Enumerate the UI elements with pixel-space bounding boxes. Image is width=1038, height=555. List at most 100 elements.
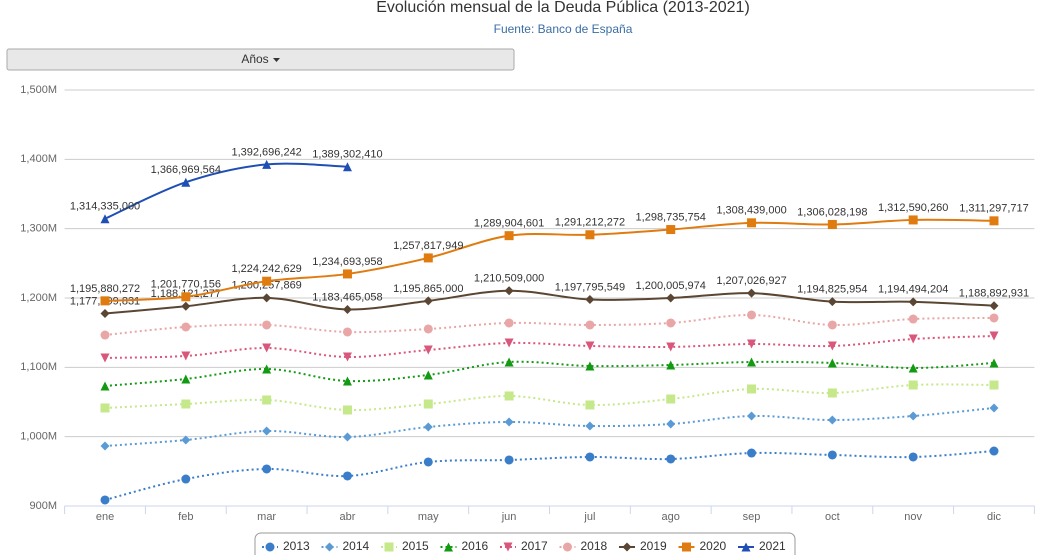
marker <box>989 313 999 323</box>
marker <box>585 452 595 462</box>
series-line <box>104 334 995 359</box>
series-line <box>104 406 995 448</box>
marker <box>504 357 514 367</box>
marker <box>504 231 514 241</box>
series-line <box>104 313 995 337</box>
data-label: 1,234,693,958 <box>312 256 382 268</box>
data-label: 1,311,297,717 <box>959 203 1029 215</box>
y-tick-label: 1,000M <box>20 431 57 443</box>
marker <box>262 320 272 330</box>
marker <box>444 542 453 552</box>
marker <box>262 276 272 286</box>
marker <box>585 421 595 431</box>
marker <box>100 403 110 413</box>
marker <box>342 327 352 337</box>
x-tick-label: sep <box>743 511 761 523</box>
marker <box>181 374 191 384</box>
data-label: 1,392,696,242 <box>231 146 301 158</box>
legend-label: 2016 <box>462 539 489 553</box>
marker <box>585 400 595 410</box>
marker <box>262 395 272 405</box>
marker <box>989 446 999 456</box>
marker <box>989 380 999 390</box>
years-dropdown[interactable]: Años <box>6 48 515 71</box>
legend-label: 2014 <box>343 539 370 553</box>
y-tick-label: 1,300M <box>20 223 57 235</box>
marker <box>585 361 595 371</box>
marker <box>666 225 676 235</box>
marker <box>504 318 514 328</box>
marker <box>423 457 433 467</box>
button-bg <box>6 48 515 71</box>
data-label: 1,195,865,000 <box>393 283 463 295</box>
x-tick-label: may <box>418 511 439 523</box>
marker <box>908 297 918 307</box>
legend-label: 2013 <box>283 539 310 553</box>
data-label: 1,308,439,000 <box>716 205 786 217</box>
marker <box>342 432 352 442</box>
marker <box>666 342 676 352</box>
marker <box>100 441 110 451</box>
marker <box>827 450 837 460</box>
legend-item[interactable]: 2018 <box>559 539 608 553</box>
y-tick-label: 900M <box>29 500 57 512</box>
x-tick-label: oct <box>825 511 840 523</box>
marker <box>666 360 676 370</box>
x-tick-label: abr <box>340 511 356 523</box>
marker <box>100 330 110 340</box>
marker <box>325 542 334 552</box>
y-tick-label: 1,100M <box>20 361 57 373</box>
marker <box>666 419 676 429</box>
x-tick-label: nov <box>904 511 922 523</box>
data-label: 1,306,028,198 <box>797 206 867 218</box>
legend-label: 2019 <box>640 539 667 553</box>
y-tick-label: 1,500M <box>20 84 57 96</box>
marker <box>908 452 918 462</box>
legend-item[interactable]: 2015 <box>381 539 429 553</box>
legend-item[interactable]: 2016 <box>440 539 489 553</box>
legend-label: 2020 <box>700 539 727 553</box>
marker <box>423 399 433 409</box>
marker <box>827 341 837 351</box>
marker <box>423 370 433 380</box>
data-label: 1,197,795,549 <box>555 281 625 293</box>
x-tick-label: mar <box>257 511 276 523</box>
marker <box>181 177 191 187</box>
legend-item[interactable]: 2017 <box>500 539 548 553</box>
marker <box>342 352 352 362</box>
marker <box>827 388 837 398</box>
marker <box>262 159 272 169</box>
marker <box>262 464 272 474</box>
x-tick-label: dic <box>987 511 1002 523</box>
legend-label: 2017 <box>521 539 548 553</box>
x-tick-label: feb <box>178 511 193 523</box>
marker <box>989 358 999 368</box>
legend-item[interactable]: 2020 <box>678 539 727 553</box>
marker <box>262 364 272 374</box>
legend-label: 2018 <box>581 539 608 553</box>
chart-subtitle: Fuente: Banco de España <box>494 22 633 36</box>
data-label: 1,298,735,754 <box>636 211 706 223</box>
series-line <box>104 383 994 412</box>
data-label: 1,312,590,260 <box>878 202 948 214</box>
marker <box>747 310 757 320</box>
marker <box>181 301 191 311</box>
data-label: 1,194,825,954 <box>797 283 867 295</box>
marker <box>666 293 676 303</box>
legend-item[interactable]: 2013 <box>262 539 310 553</box>
marker <box>423 422 433 432</box>
legend-item[interactable]: 2014 <box>321 539 370 553</box>
marker <box>747 384 757 394</box>
marker <box>747 339 757 349</box>
marker <box>989 301 999 311</box>
legend-item[interactable]: 2021 <box>738 539 786 553</box>
marker <box>666 454 676 464</box>
chart-title: Evolución mensual de la Deuda Pública (2… <box>376 0 750 16</box>
caret <box>273 58 280 62</box>
marker <box>423 345 433 355</box>
legend-item[interactable]: 2019 <box>619 539 667 553</box>
marker <box>989 403 999 413</box>
marker <box>504 417 514 427</box>
data-label: 1,389,302,410 <box>312 149 382 161</box>
data-label: 1,289,904,601 <box>474 218 544 230</box>
